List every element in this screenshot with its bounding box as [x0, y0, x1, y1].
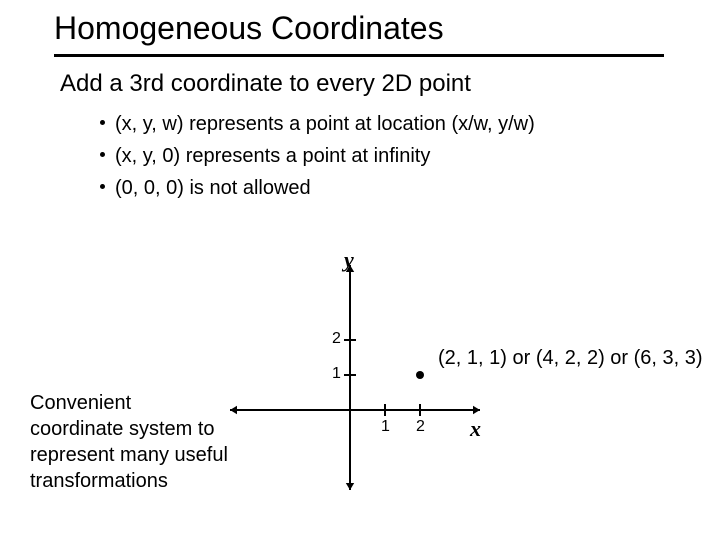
bullet-text: (x, y, 0) represents a point at infinity	[115, 140, 430, 172]
bullet-item: (x, y, 0) represents a point at infinity	[100, 140, 535, 172]
bullet-list: (x, y, w) represents a point at location…	[100, 108, 535, 204]
bullet-dot-icon	[100, 152, 105, 157]
chart-svg	[230, 250, 510, 510]
x-tick-label: 1	[381, 418, 390, 436]
slide: Homogeneous Coordinates Add a 3rd coordi…	[0, 0, 720, 540]
x-axis-label: x	[470, 416, 481, 442]
y-tick-label: 2	[332, 330, 341, 348]
caption-text: Convenient coordinate system to represen…	[30, 390, 230, 494]
bullet-dot-icon	[100, 184, 105, 189]
coordinate-chart: y x 1 2 1 2 (2, 1, 1) or (4, 2, 2) or (6, 3, 3…	[230, 250, 710, 510]
bullet-dot-icon	[100, 120, 105, 125]
y-axis-label: y	[344, 247, 354, 273]
title-rule	[54, 54, 664, 57]
x-tick-label: 2	[416, 418, 425, 436]
slide-title: Homogeneous Coordinates	[54, 10, 444, 47]
y-tick-label: 1	[332, 365, 341, 383]
bullet-item: (x, y, w) represents a point at location…	[100, 108, 535, 140]
bullet-text: (0, 0, 0) is not allowed	[115, 172, 311, 204]
slide-subtitle: Add a 3rd coordinate to every 2D point	[60, 70, 471, 98]
point-label: (2, 1, 1) or (4, 2, 2) or (6, 3, 3)	[438, 347, 703, 370]
bullet-item: (0, 0, 0) is not allowed	[100, 172, 535, 204]
bullet-text: (x, y, w) represents a point at location…	[115, 108, 535, 140]
